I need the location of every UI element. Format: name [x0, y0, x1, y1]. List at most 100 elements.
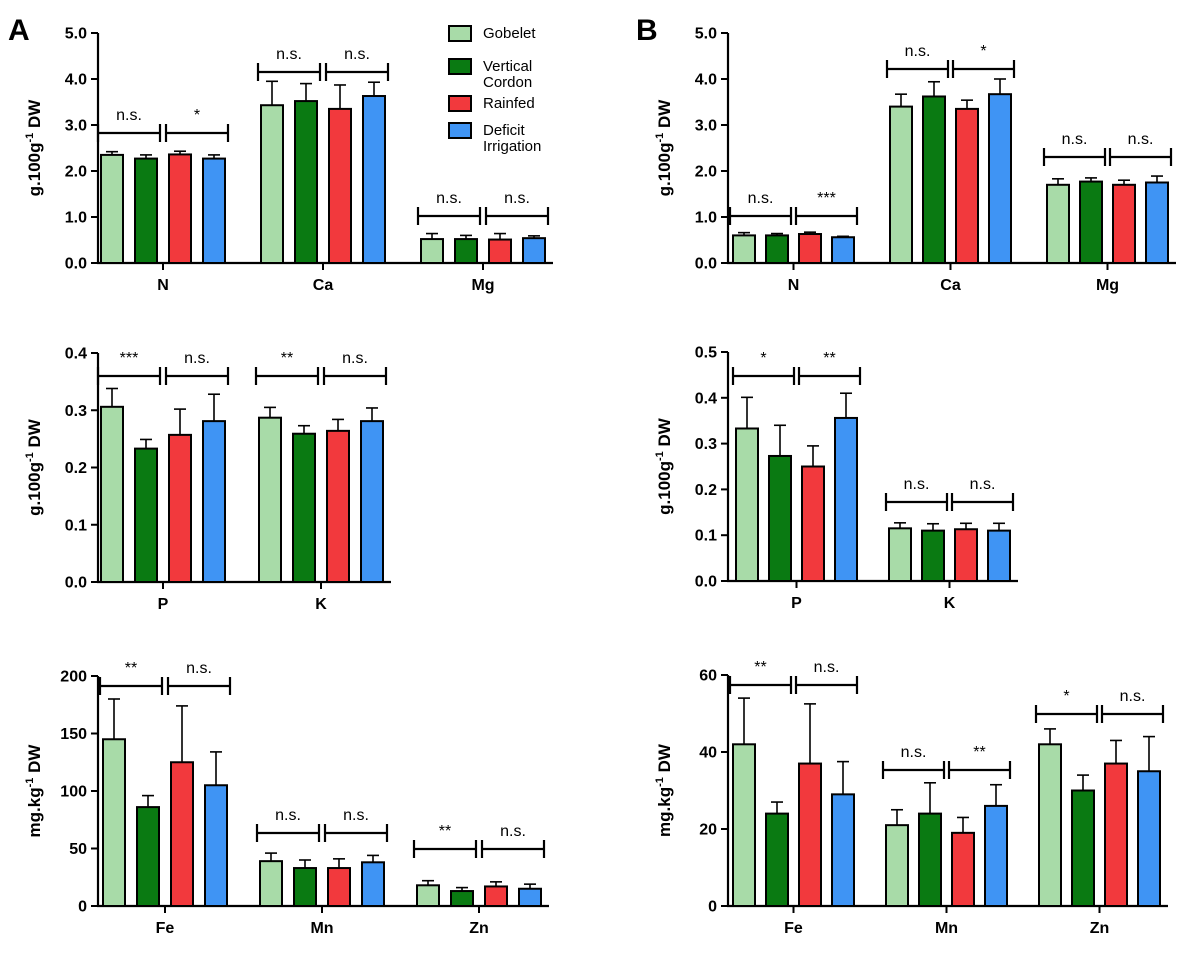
bar-vertical-cordon [768, 454, 792, 582]
bar-deficit-irrigation [202, 420, 226, 583]
y-tick-label: 0.3 [65, 403, 87, 420]
bar-gobelet [102, 738, 126, 907]
category-label: P [158, 596, 169, 613]
category-label: Zn [1090, 920, 1110, 937]
significance-label: n.s. [436, 190, 462, 207]
chart-A-macro-2: 0.0 0.1 0.2 0.3 0.4 g.100g-1 DW P *** n.s. K ** n.s… [24, 346, 391, 613]
y-tick-label: 0.3 [695, 436, 717, 453]
bar-gobelet [888, 527, 912, 583]
significance-label: n.s. [814, 659, 840, 676]
y-tick-label: 0.4 [65, 346, 87, 363]
bar-gobelet [260, 104, 284, 264]
y-tick-label: 3.0 [65, 118, 87, 135]
legend-swatch [448, 122, 472, 139]
y-axis-title-suffix: DW [655, 417, 674, 451]
significance-label: n.s. [344, 46, 370, 63]
y-tick-label: 0.0 [695, 256, 717, 273]
y-tick-label: 60 [699, 668, 717, 685]
legend-swatch [448, 58, 472, 75]
bar-vertical-cordon [293, 867, 317, 907]
bar-vertical-cordon [918, 812, 942, 907]
bar-rainfed [954, 528, 978, 582]
y-tick-label: 1.0 [65, 210, 87, 227]
y-tick-label: 2.0 [695, 164, 717, 181]
y-axis-title-unit: g.100g [25, 142, 44, 196]
y-tick-label: 0.0 [65, 575, 87, 592]
y-tick-label: 4.0 [65, 72, 87, 89]
bar-rainfed [951, 831, 975, 907]
category-label: Mg [1096, 277, 1119, 294]
significance-label: n.s. [904, 476, 930, 493]
chart-B-macro-2: 0.00.10.20.30.40.5g.100g-1 DWP* **Kn.s. n.… [654, 345, 1018, 612]
significance-label: n.s. [500, 823, 526, 840]
bar-vertical-cordon [134, 157, 158, 264]
bar-deficit-irrigation [831, 236, 855, 265]
bar-deficit-irrigation [360, 420, 384, 583]
bar-deficit-irrigation [362, 95, 386, 264]
y-tick-label: 150 [60, 726, 87, 743]
bar-deficit-irrigation [361, 861, 385, 907]
bar-rainfed [1112, 183, 1136, 264]
significance-label: ** [125, 660, 137, 677]
y-axis-title-exponent: -1 [654, 133, 666, 143]
bar-vertical-cordon [450, 890, 474, 907]
y-tick-label: 50 [69, 841, 87, 858]
significance-label: n.s. [1120, 688, 1146, 705]
bar-rainfed [170, 761, 194, 907]
significance-label: n.s. [901, 744, 927, 761]
category-label: Fe [784, 920, 803, 937]
legend-label: Deficit [483, 122, 526, 139]
bar-gobelet [100, 405, 124, 583]
category-label: P [791, 595, 802, 612]
y-axis-title: mg.kg-1 DW [24, 744, 44, 838]
bar-deficit-irrigation [834, 416, 858, 582]
bar-rainfed [798, 233, 822, 265]
y-axis-title-suffix: DW [25, 418, 44, 452]
bar-vertical-cordon [765, 234, 789, 264]
y-tick-label: 1.0 [695, 210, 717, 227]
y-tick-label: 5.0 [65, 26, 87, 43]
bar-vertical-cordon [454, 238, 478, 265]
significance-label: ** [973, 744, 985, 761]
bar-gobelet [732, 743, 756, 907]
bar-deficit-irrigation [987, 529, 1011, 582]
y-axis-title-unit: g.100g [25, 462, 44, 516]
bar-deficit-irrigation [984, 804, 1008, 908]
y-axis-title: g.100g-1 DW [654, 99, 674, 197]
bar-rainfed [168, 433, 192, 583]
bar-deficit-irrigation [988, 93, 1012, 265]
bar-gobelet [735, 427, 759, 582]
y-tick-label: 0.4 [695, 390, 717, 407]
y-tick-label: 0.2 [695, 482, 717, 499]
bar-gobelet [1046, 183, 1070, 264]
panel-label-a: A [8, 14, 30, 47]
bar-gobelet [420, 238, 444, 265]
y-tick-label: 4.0 [695, 72, 717, 89]
significance-label: n.s. [504, 190, 530, 207]
y-axis-title: mg.kg-1 DW [654, 743, 674, 837]
significance-label: ** [823, 350, 835, 367]
y-tick-label: 100 [60, 784, 87, 801]
significance-label: * [980, 43, 986, 60]
legend-swatch [448, 25, 472, 42]
bar-vertical-cordon [1071, 789, 1095, 907]
y-tick-label: 20 [699, 822, 717, 839]
bar-gobelet [259, 860, 283, 908]
y-tick-label: 0.0 [65, 256, 87, 273]
bar-gobelet [732, 234, 756, 264]
bar-rainfed [168, 153, 192, 264]
bar-vertical-cordon [922, 95, 946, 265]
y-axis-title-exponent: -1 [24, 452, 36, 462]
bar-gobelet [258, 416, 282, 583]
category-label: K [315, 596, 327, 613]
bar-deficit-irrigation [1145, 181, 1169, 264]
category-label: Ca [313, 277, 334, 294]
y-axis-title-exponent: -1 [24, 778, 36, 788]
chart-B-micro: 0 20 40 60 mg.kg-1 DW Fe ** n.s. Mn n.s. ** Zn * n.s. [654, 659, 1168, 937]
bar-gobelet [889, 105, 913, 264]
